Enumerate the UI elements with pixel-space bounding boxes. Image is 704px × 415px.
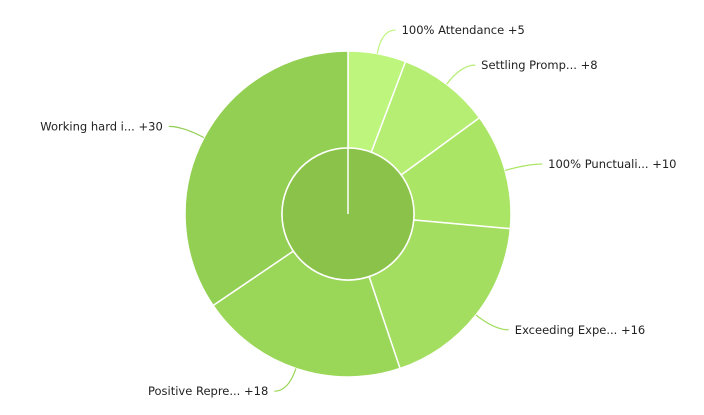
segment-label: 100% Attendance +5 — [402, 23, 525, 37]
segment-name: 100% Punctuali... — [548, 156, 648, 170]
segment-value: +16 — [621, 322, 645, 336]
segment-label: Positive Repre... +18 — [148, 384, 268, 398]
segment-value: +18 — [244, 384, 268, 398]
segment-name: 100% Attendance — [402, 23, 505, 37]
leader-line — [446, 64, 476, 85]
segment-value: +10 — [652, 156, 676, 170]
segment-value: +5 — [508, 23, 525, 37]
segment-label: Working hard i... +30 — [40, 119, 162, 133]
segment-name: Exceeding Expe... — [515, 322, 618, 336]
segment-label: Exceeding Expe... +16 — [515, 322, 645, 336]
segment-label: Settling Promp... +8 — [481, 58, 597, 72]
leader-line — [274, 368, 297, 392]
segment-label: 100% Punctuali... +10 — [548, 156, 676, 170]
segment-name: Positive Repre... — [148, 384, 240, 398]
leader-line — [504, 163, 543, 171]
segment-name: Settling Promp... — [481, 58, 577, 72]
segment-name: Working hard i... — [40, 119, 135, 133]
segment-value: +8 — [581, 58, 598, 72]
segment-value: +30 — [139, 119, 163, 133]
leader-line — [376, 29, 396, 54]
leader-line — [475, 314, 509, 331]
leader-line — [168, 125, 205, 139]
